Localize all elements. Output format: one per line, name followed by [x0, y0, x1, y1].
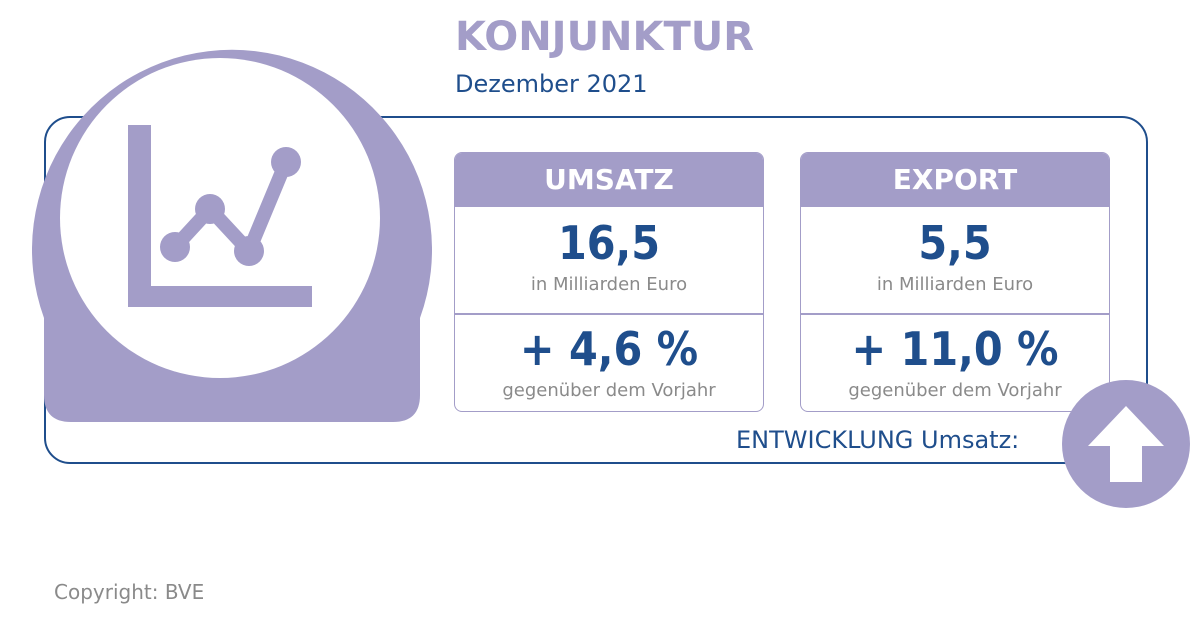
- export-card: EXPORT 5,5 in Milliarden Euro + 11,0 % g…: [800, 152, 1110, 412]
- export-change-label: gegenüber dem Vorjahr: [848, 380, 1062, 401]
- export-unit: in Milliarden Euro: [876, 274, 1034, 295]
- export-value: 5,5: [918, 216, 992, 270]
- umsatz-change-label: gegenüber dem Vorjahr: [502, 380, 716, 401]
- copyright-text: Copyright: BVE: [54, 580, 205, 604]
- umsatz-unit: in Milliarden Euro: [530, 274, 688, 295]
- umsatz-divider: [455, 313, 763, 315]
- umsatz-change-group: + 4,6 % gegenüber dem Vorjahr: [455, 321, 763, 403]
- line-chart-icon: [31, 49, 433, 422]
- trend-label: ENTWICKLUNG Umsatz:: [736, 426, 1020, 454]
- umsatz-card: UMSATZ 16,5 in Milliarden Euro + 4,6 % g…: [454, 152, 764, 412]
- umsatz-change: + 4,6 %: [519, 322, 699, 376]
- umsatz-value-group: 16,5 in Milliarden Euro: [455, 215, 763, 297]
- page-title: KONJUNKTUR: [455, 14, 755, 60]
- umsatz-value: 16,5: [557, 216, 661, 270]
- export-change: + 11,0 %: [851, 322, 1059, 376]
- export-value-group: 5,5 in Milliarden Euro: [801, 215, 1109, 297]
- up-arrow-icon: [1062, 380, 1190, 508]
- umsatz-card-header: UMSATZ: [455, 153, 763, 207]
- page-subtitle: Dezember 2021: [455, 70, 648, 98]
- export-divider: [801, 313, 1109, 315]
- export-card-header: EXPORT: [801, 153, 1109, 207]
- export-change-group: + 11,0 % gegenüber dem Vorjahr: [801, 321, 1109, 403]
